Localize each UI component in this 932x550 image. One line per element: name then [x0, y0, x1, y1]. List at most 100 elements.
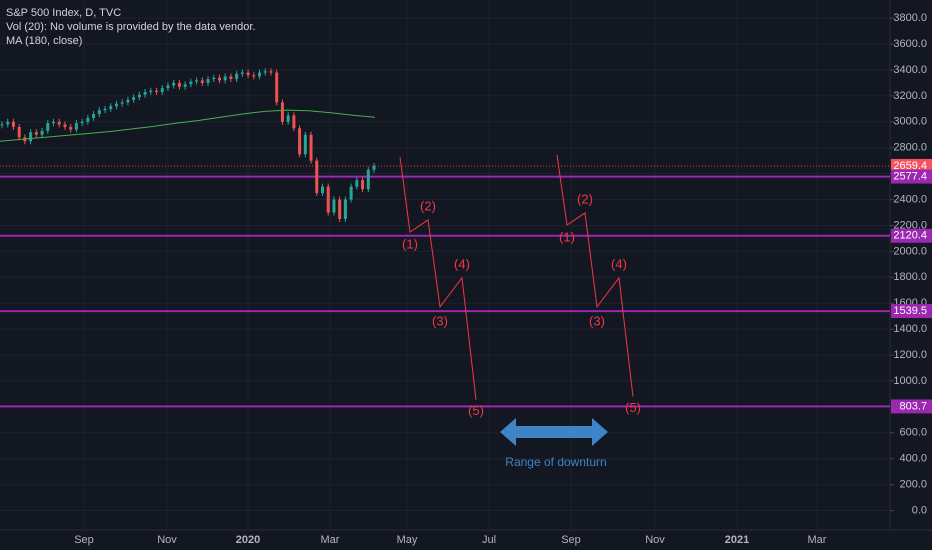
candle	[195, 80, 199, 82]
x-tick-label: Nov	[645, 534, 665, 546]
candle	[212, 77, 216, 80]
candle	[326, 186, 330, 213]
candle	[332, 199, 336, 213]
price-label-bg	[891, 399, 932, 414]
candle	[17, 126, 21, 138]
candle	[223, 76, 227, 81]
candle	[269, 71, 273, 73]
y-tick-label: 2200.0	[893, 219, 927, 231]
candle	[63, 124, 67, 127]
x-tick-label: Sep	[74, 534, 94, 546]
candle	[366, 169, 370, 190]
candle	[40, 130, 44, 135]
y-tick-label: 3000.0	[893, 116, 927, 128]
wave-line	[399, 157, 477, 400]
x-tick-label: Mar	[321, 534, 340, 546]
y-tick-label: 3600.0	[893, 38, 927, 50]
candle	[252, 75, 256, 77]
candle	[69, 126, 73, 130]
wave-line	[556, 154, 634, 397]
candle	[189, 81, 193, 85]
candle	[240, 72, 244, 74]
y-tick-label: 200.0	[899, 479, 927, 491]
price-label: 803.7	[899, 400, 927, 412]
candle	[263, 71, 267, 73]
candle	[320, 186, 324, 194]
ma-line	[0, 109, 376, 142]
candle	[109, 106, 113, 109]
candle	[52, 121, 56, 124]
candle	[86, 117, 90, 122]
price-label: 2120.4	[893, 230, 927, 242]
y-tick-label: 3800.0	[893, 12, 927, 24]
candle	[246, 72, 250, 76]
wave-label: (3)	[589, 313, 605, 328]
candle	[155, 90, 159, 93]
double-arrow	[500, 418, 608, 446]
x-tick-label: Jul	[482, 534, 496, 546]
candle	[57, 121, 61, 125]
candle	[343, 199, 347, 219]
candle	[338, 199, 342, 219]
candle	[132, 97, 136, 100]
candle	[166, 85, 170, 89]
wave-label: (2)	[577, 191, 593, 206]
candle	[172, 82, 176, 86]
candle	[309, 134, 313, 161]
annotation: Range of downturn	[505, 455, 606, 469]
candle	[229, 76, 233, 80]
y-tick-label: 1400.0	[893, 323, 927, 335]
indicator-label: Vol (20): No volume is provided by the d…	[6, 21, 255, 33]
x-tick-label: 2021	[725, 534, 749, 546]
indicator-label: MA (180, close)	[6, 35, 82, 47]
candle	[315, 160, 319, 194]
wave-label: (5)	[625, 400, 641, 415]
y-tick-label: 2000.0	[893, 245, 927, 257]
x-tick-label: May	[397, 534, 418, 546]
candle	[120, 102, 124, 104]
price-label-bg	[891, 158, 932, 173]
candle	[143, 92, 147, 95]
candle	[183, 84, 187, 87]
x-tick-label: Nov	[157, 534, 177, 546]
wave-label: (4)	[454, 256, 470, 271]
price-label-bg	[891, 304, 932, 319]
candle	[0, 124, 4, 126]
candle	[361, 180, 365, 190]
candle	[286, 115, 290, 122]
candle	[92, 114, 96, 118]
price-label: 2577.4	[893, 170, 927, 182]
price-label-bg	[891, 169, 932, 184]
wave-label: (1)	[402, 236, 418, 251]
chart-title: S&P 500 Index, D, TVC	[6, 7, 121, 19]
wave-label: (1)	[559, 229, 575, 244]
y-tick-label: 600.0	[899, 427, 927, 439]
candle	[206, 79, 210, 83]
y-tick-label: 1800.0	[893, 271, 927, 283]
wave-label: (4)	[611, 256, 627, 271]
x-tick-label: 2020	[236, 534, 260, 546]
candle	[137, 94, 141, 98]
candle	[372, 165, 376, 170]
candle	[235, 73, 239, 80]
candle	[280, 102, 284, 122]
candle	[275, 72, 279, 103]
y-tick-label: 2800.0	[893, 142, 927, 154]
price-label-bg	[891, 228, 932, 243]
candle	[217, 77, 221, 81]
y-tick-label: 1000.0	[893, 375, 927, 387]
grid	[0, 0, 890, 530]
price-label: 2659.4	[893, 160, 927, 172]
candle	[355, 180, 359, 187]
candle	[200, 80, 204, 83]
candle	[292, 115, 296, 129]
candle	[11, 121, 15, 127]
candle	[29, 132, 33, 142]
candle	[103, 108, 107, 111]
candle	[97, 110, 101, 115]
candle	[114, 103, 118, 107]
x-tick-label: Sep	[561, 534, 581, 546]
y-tick-label: 1200.0	[893, 349, 927, 361]
wave-label: (2)	[420, 198, 436, 213]
